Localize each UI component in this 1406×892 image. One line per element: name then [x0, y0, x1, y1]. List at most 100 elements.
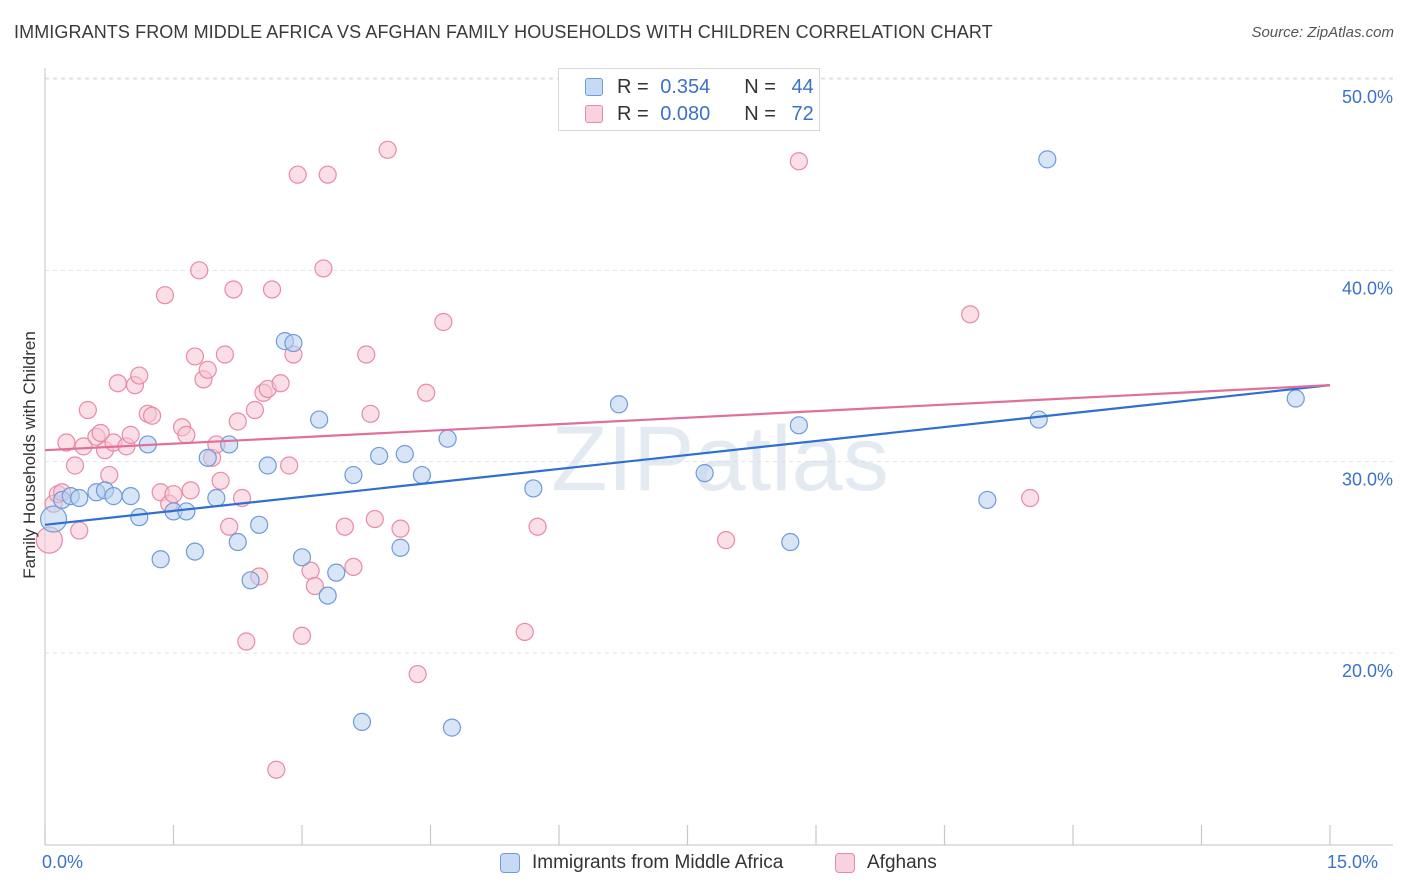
middle-africa-point	[151, 550, 170, 569]
afghans-point	[378, 140, 397, 159]
middle-africa-point	[1286, 389, 1305, 408]
middle-africa-point	[1038, 150, 1057, 169]
middle-africa-point	[438, 429, 457, 448]
source-label: Source: ZipAtlas.com	[1251, 24, 1394, 41]
y-axis-label: Family Households with Children	[20, 331, 39, 579]
afghans-point	[177, 425, 196, 444]
afghans-point	[271, 374, 290, 393]
middle-africa-point	[185, 542, 205, 561]
afghans-point	[108, 374, 127, 393]
middle-africa-point	[442, 718, 462, 737]
afghans-point	[528, 517, 547, 536]
y-tick-label: 30.0%	[1342, 470, 1393, 490]
afghans-point	[220, 517, 239, 536]
afghans-point	[215, 345, 234, 364]
middle-africa-point	[352, 712, 372, 731]
afghans-point	[280, 456, 299, 475]
afghans-point	[181, 481, 200, 500]
trend-lines	[44, 384, 1331, 526]
gridlines	[45, 77, 1393, 654]
blue-n-value: 44	[791, 75, 814, 98]
afghans-trend-line	[44, 384, 1331, 452]
blue-n-label: N =	[744, 75, 776, 98]
middle-africa-point	[39, 505, 68, 533]
middle-africa-label: Immigrants from Middle Africa	[532, 852, 784, 873]
afghans-point	[391, 519, 410, 538]
afghans-point	[237, 632, 256, 651]
middle-africa-point	[220, 435, 239, 454]
afghans-point	[262, 280, 282, 299]
correlation-legend: R = 0.354 N = 44 R = 0.080 N = 72	[558, 68, 820, 131]
afghans-point	[74, 437, 93, 456]
afghans-point	[515, 622, 534, 642]
y-tick-label: 50.0%	[1342, 87, 1393, 107]
middle-africa-point	[370, 446, 389, 466]
legend-row-pink: R = 0.080 N = 72	[585, 101, 814, 127]
middle-africa-point	[198, 448, 217, 467]
axes	[44, 68, 1393, 846]
afghans-point	[417, 383, 436, 402]
x-tick-label-min: 0.0%	[42, 852, 84, 872]
afghans-point	[130, 366, 149, 385]
afghans-point	[434, 312, 453, 332]
middle-africa-swatch	[500, 853, 520, 873]
legend-item-afghans[interactable]: Afghans	[835, 852, 937, 874]
middle-africa-point	[391, 538, 410, 557]
afghans-point	[789, 152, 808, 171]
middle-africa-point	[609, 395, 629, 414]
legend-item-middle-africa[interactable]: Immigrants from Middle Africa	[500, 852, 783, 874]
middle-africa-point	[310, 410, 329, 429]
afghans-point	[211, 471, 230, 490]
afghans-point	[961, 305, 980, 324]
pink-n-value: 72	[791, 102, 814, 125]
afghans-point	[305, 576, 324, 596]
middle-africa-point	[781, 532, 800, 552]
afghans-point	[292, 626, 312, 645]
afghans-point	[78, 400, 97, 420]
middle-africa-point	[70, 488, 89, 508]
y-tick-label: 40.0%	[1342, 278, 1393, 298]
pink-r-value: 0.080	[660, 102, 711, 125]
afghans-point	[224, 280, 243, 299]
pink-r-label: R =	[617, 102, 649, 125]
middle-africa-trend-line	[44, 384, 1331, 526]
afghans-point	[288, 165, 307, 184]
middle-africa-points	[39, 150, 1305, 737]
middle-africa-point	[228, 532, 247, 552]
legend-row-blue: R = 0.354 N = 44	[585, 74, 814, 100]
middle-africa-point	[327, 563, 346, 582]
afghans-point	[198, 360, 217, 379]
afghans-point	[121, 425, 140, 444]
afghans-point	[408, 664, 427, 684]
afghans-point	[365, 509, 384, 529]
middle-africa-point	[207, 488, 226, 508]
middle-africa-point	[524, 479, 543, 498]
middle-africa-point	[344, 465, 363, 485]
middle-africa-point	[412, 465, 432, 485]
middle-africa-point	[695, 464, 714, 483]
pink-swatch	[585, 105, 603, 123]
watermark: ZIPatlas	[551, 408, 888, 510]
middle-africa-point	[395, 444, 414, 464]
middle-africa-point	[241, 571, 260, 590]
series-legend: Immigrants from Middle Africa Afghans	[0, 852, 1406, 878]
middle-africa-point	[1029, 410, 1048, 429]
afghans-point	[91, 423, 110, 443]
afghans-point	[267, 760, 286, 779]
afghans-point	[335, 517, 354, 536]
y-tick-label: 20.0%	[1342, 661, 1393, 681]
afghans-point	[100, 465, 119, 485]
middle-africa-point	[258, 456, 277, 475]
middle-africa-point	[292, 548, 312, 567]
afghans-label: Afghans	[867, 852, 937, 873]
afghans-point	[318, 165, 337, 184]
afghans-point	[228, 412, 247, 431]
middle-africa-point	[284, 333, 303, 353]
blue-r-label: R =	[617, 75, 649, 98]
blue-swatch	[585, 78, 603, 96]
afghans-point	[357, 345, 376, 364]
middle-africa-point	[130, 508, 149, 527]
middle-africa-point	[121, 487, 140, 506]
middle-africa-point	[177, 502, 196, 521]
